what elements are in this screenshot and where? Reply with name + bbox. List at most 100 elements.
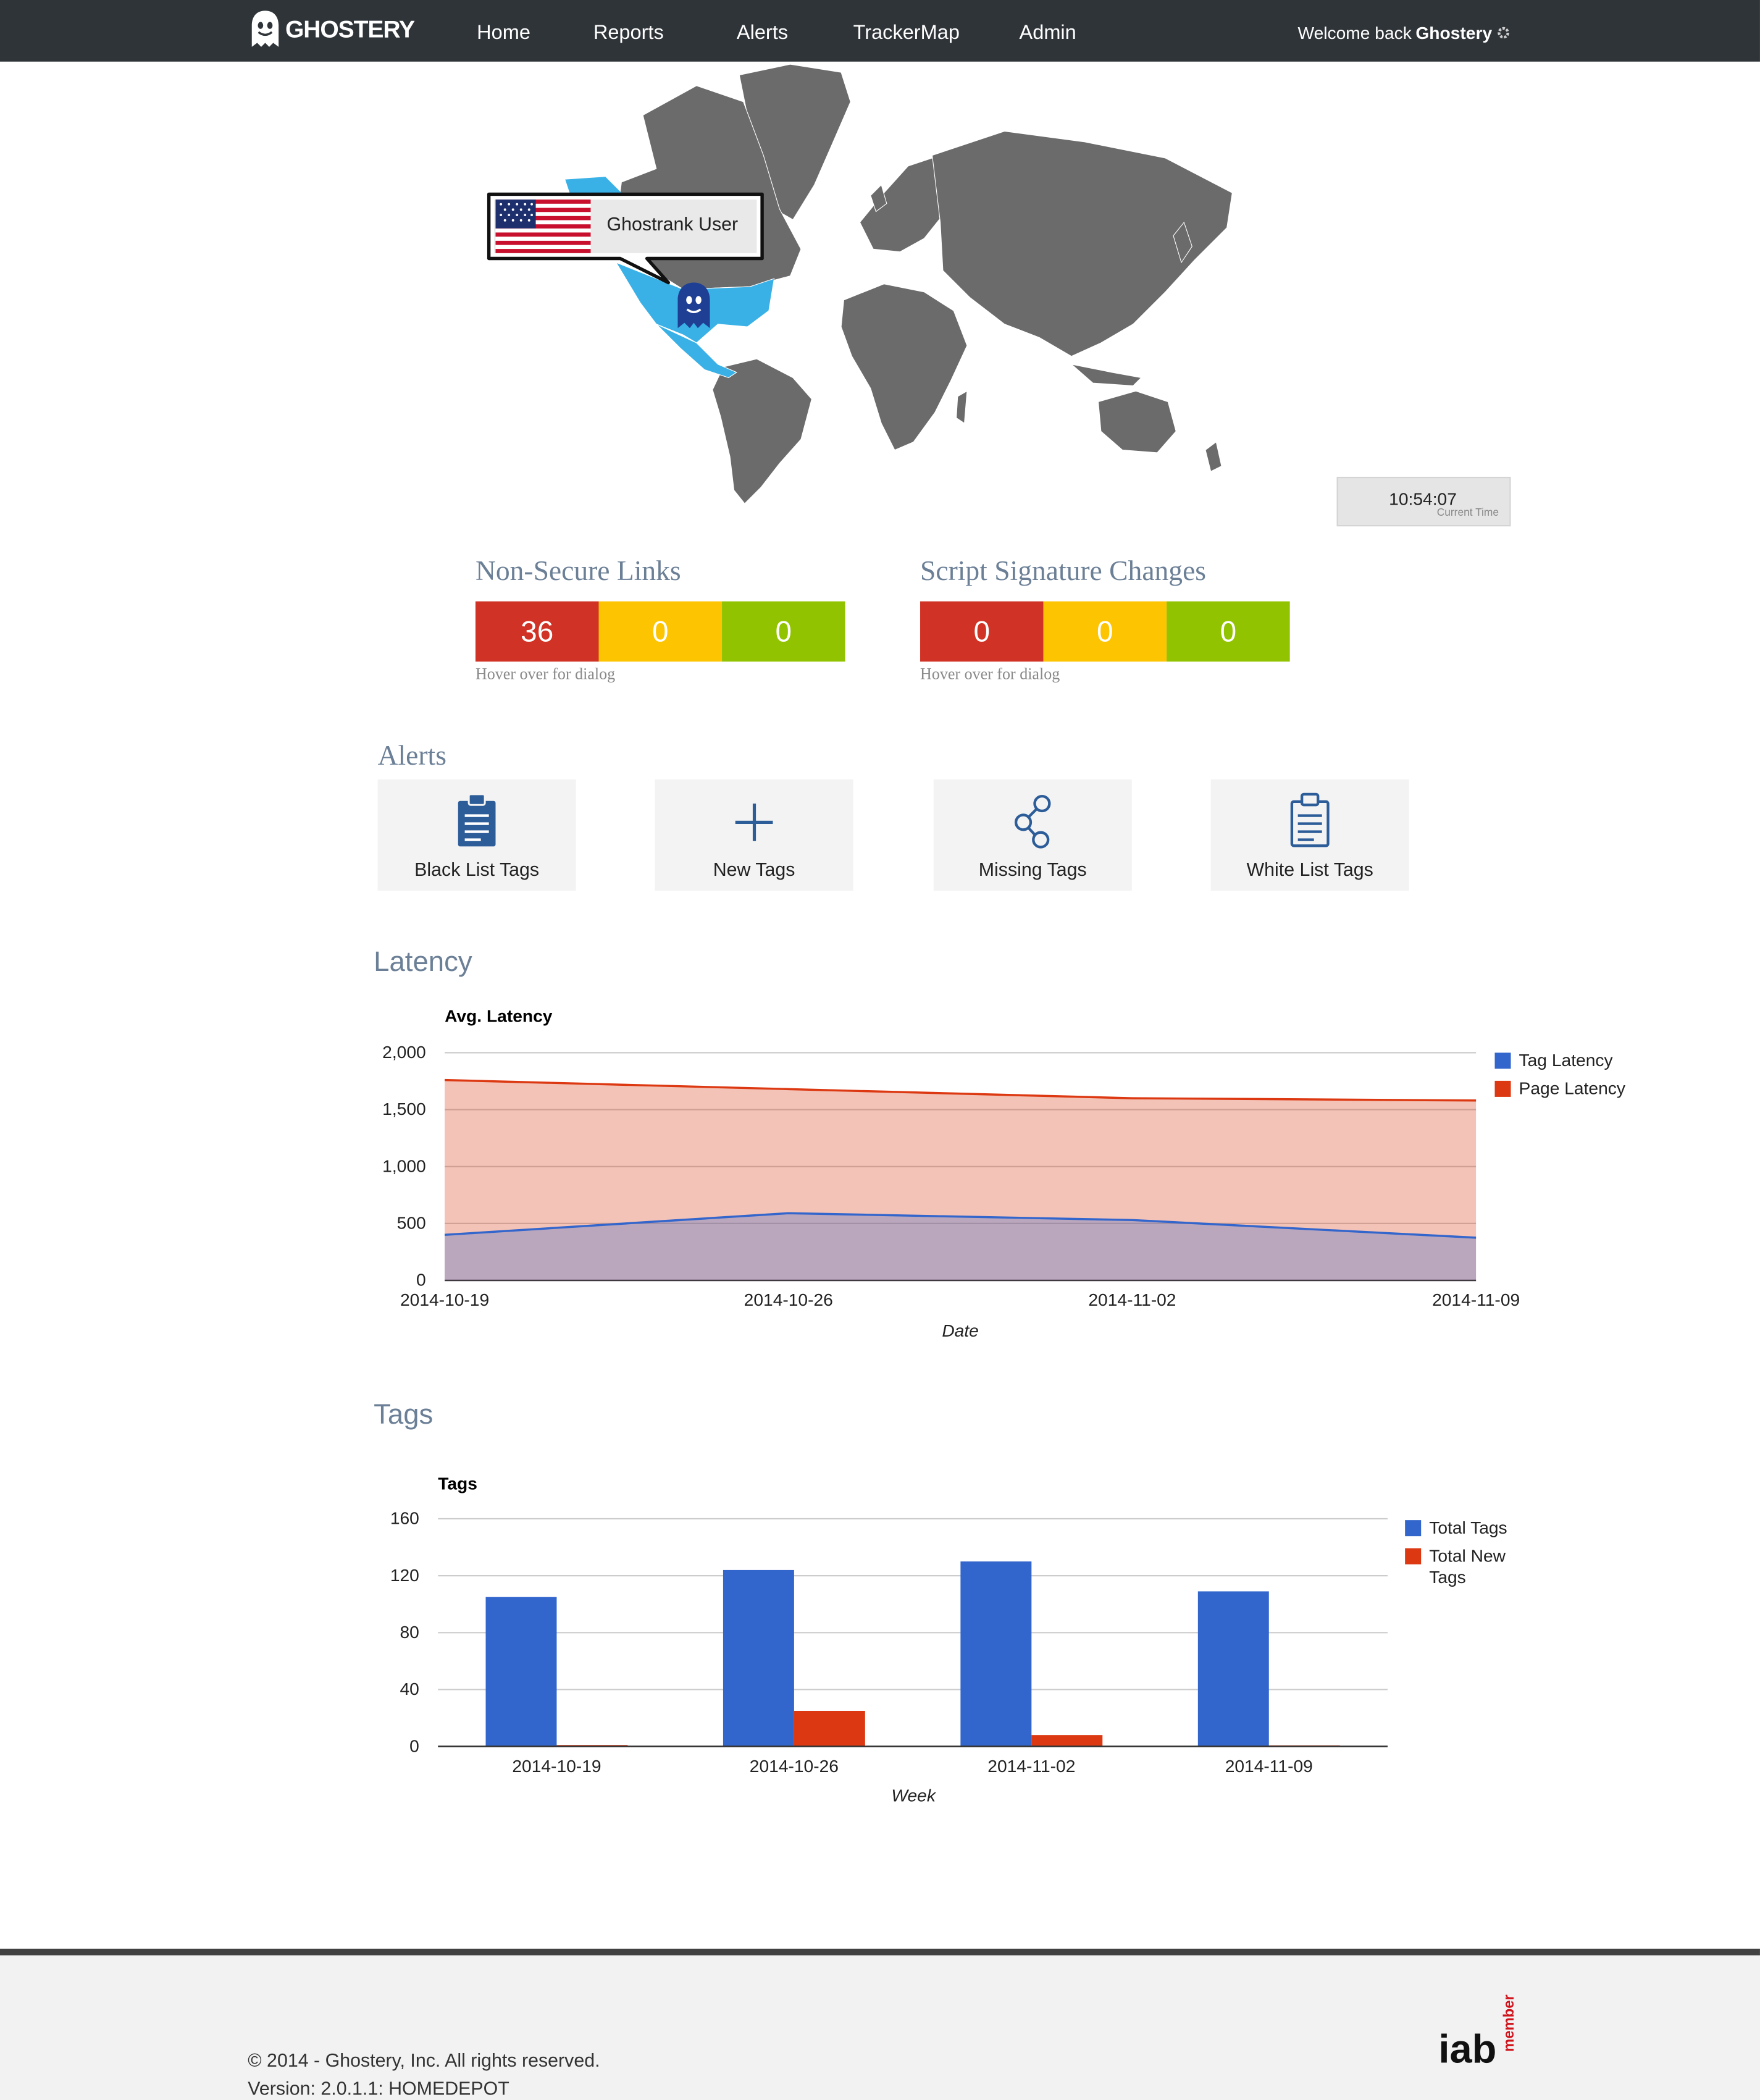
x-tick-label: 2014-10-19 — [400, 1290, 489, 1309]
alerts-title: Alerts — [377, 739, 446, 771]
script-signature-bar: 0 0 0 — [920, 601, 1290, 662]
map-africa — [840, 284, 968, 451]
gear-icon[interactable] — [1496, 25, 1511, 40]
x-tick-label: 2014-11-09 — [1225, 1756, 1313, 1776]
chart-title: Avg. Latency — [445, 1006, 553, 1025]
bar-total-tags — [1197, 1591, 1269, 1747]
iab-text: iab — [1438, 2026, 1496, 2068]
footer-divider — [0, 1949, 1760, 1955]
alert-missing-tags[interactable]: Missing Tags — [933, 779, 1132, 891]
bar-total-tags — [960, 1561, 1032, 1747]
top-nav: GHOSTERY Home Reports Alerts TrackerMap … — [0, 0, 1760, 62]
iab-member-text: member — [1501, 1994, 1516, 2052]
ghost-logo-icon — [251, 10, 279, 47]
y-tick-label: 120 — [390, 1565, 419, 1585]
legend-label: Tag Latency — [1519, 1050, 1613, 1070]
nav-admin[interactable]: Admin — [1019, 21, 1076, 44]
y-tick-label: 80 — [400, 1622, 419, 1642]
x-axis-label: Date — [942, 1321, 979, 1340]
non-secure-links-title: Non-Secure Links — [475, 554, 681, 587]
line-tag-latency — [444, 1212, 1477, 1239]
map-asia — [931, 130, 1233, 357]
alert-new-tags[interactable]: New Tags — [655, 779, 853, 891]
alert-white-list-tags[interactable]: White List Tags — [1210, 779, 1409, 891]
x-tick-label: 2014-10-26 — [744, 1290, 833, 1309]
y-tick-label: 500 — [397, 1213, 426, 1233]
ghostery-logo[interactable]: GHOSTERY — [249, 8, 415, 51]
share-nodes-icon — [1014, 794, 1051, 849]
x-tick-label: 2014-11-09 — [1432, 1290, 1520, 1309]
non-secure-links-medium[interactable]: 0 — [598, 601, 723, 662]
y-tick-label: 1,500 — [382, 1099, 426, 1119]
legend-tag-latency[interactable]: Tag Latency — [1494, 1050, 1613, 1070]
alert-label: White List Tags — [1246, 858, 1373, 880]
legend-total-new-tags[interactable]: Total New Tags — [1405, 1545, 1525, 1588]
non-secure-links-hint: Hover over for dialog — [475, 664, 616, 683]
world-map[interactable] — [482, 62, 1246, 517]
nav-trackermap[interactable]: TrackerMap — [853, 21, 960, 44]
latency-section-title: Latency — [374, 947, 472, 978]
alert-black-list-tags[interactable]: Black List Tags — [377, 779, 576, 891]
legend-label: Total New Tags — [1429, 1545, 1506, 1587]
x-tick-label: 2014-11-02 — [987, 1756, 1075, 1776]
legend-swatch — [1494, 1052, 1511, 1069]
bar-total-new-tags — [556, 1745, 628, 1747]
brand-name: GHOSTERY — [285, 15, 415, 43]
non-secure-links-bar: 36 0 0 — [475, 601, 845, 662]
bar-total-new-tags — [1031, 1735, 1103, 1747]
bar-total-tags — [485, 1597, 557, 1747]
script-signature-high[interactable]: 0 — [920, 601, 1044, 662]
legend-total-tags[interactable]: Total Tags — [1405, 1517, 1507, 1538]
bar-total-new-tags — [1268, 1745, 1340, 1747]
legend-label: Total Tags — [1429, 1517, 1507, 1538]
iab-member-logo[interactable]: iab member — [1436, 1993, 1516, 2068]
bar-total-tags — [723, 1569, 794, 1747]
map-uk — [870, 184, 887, 212]
script-signature-low[interactable]: 0 — [1167, 601, 1290, 662]
ghostrank-user-marker[interactable] — [677, 282, 710, 329]
map-australia — [1097, 390, 1176, 453]
y-tick-label: 1,000 — [382, 1156, 426, 1175]
nav-home[interactable]: Home — [477, 21, 530, 44]
area-page-latency — [445, 1080, 1477, 1280]
non-secure-links-high[interactable]: 36 — [475, 601, 599, 662]
tags-section-title: Tags — [374, 1399, 434, 1430]
y-tick-label: 0 — [409, 1736, 419, 1755]
legend-swatch — [1494, 1080, 1511, 1097]
x-tick-label: 2014-10-19 — [512, 1756, 601, 1776]
map-japan — [1173, 221, 1192, 264]
chart-title: Tags — [438, 1473, 477, 1493]
alert-label: New Tags — [713, 858, 795, 880]
y-tick-label: 40 — [400, 1679, 419, 1699]
legend-page-latency[interactable]: Page Latency — [1494, 1078, 1625, 1099]
clock-time: 10:54:07 — [1389, 489, 1457, 509]
script-signature-hint: Hover over for dialog — [920, 664, 1060, 683]
script-signature-medium[interactable]: 0 — [1043, 601, 1167, 662]
x-tick-label: 2014-11-02 — [1088, 1290, 1176, 1309]
map-indonesia — [1070, 363, 1142, 387]
alert-label: Missing Tags — [978, 858, 1087, 880]
clipboard-outline-icon — [1290, 792, 1330, 847]
non-secure-links-low[interactable]: 0 — [722, 601, 845, 662]
map-mexico — [656, 324, 738, 379]
legend-label: Page Latency — [1519, 1078, 1625, 1099]
map-new-zealand — [1205, 441, 1222, 472]
map-south-america — [712, 358, 812, 505]
alert-label: Black List Tags — [414, 858, 540, 880]
map-madagascar — [956, 390, 968, 424]
ghostrank-callout — [487, 192, 764, 285]
clipboard-list-icon — [458, 793, 496, 847]
user-name: Ghostery — [1415, 22, 1493, 43]
welcome-prefix: Welcome back — [1297, 22, 1412, 43]
welcome-user[interactable]: Welcome back Ghostery — [1297, 23, 1511, 43]
nav-alerts[interactable]: Alerts — [736, 21, 789, 44]
script-signature-title: Script Signature Changes — [920, 554, 1207, 587]
legend-swatch — [1405, 1548, 1422, 1564]
nav-reports[interactable]: Reports — [593, 21, 664, 44]
plus-icon — [735, 804, 773, 841]
footer — [0, 1955, 1760, 2100]
legend-swatch — [1405, 1520, 1422, 1537]
area-tag-latency — [445, 1213, 1477, 1280]
copyright: © 2014 - Ghostery, Inc. All rights reser… — [248, 2049, 600, 2071]
